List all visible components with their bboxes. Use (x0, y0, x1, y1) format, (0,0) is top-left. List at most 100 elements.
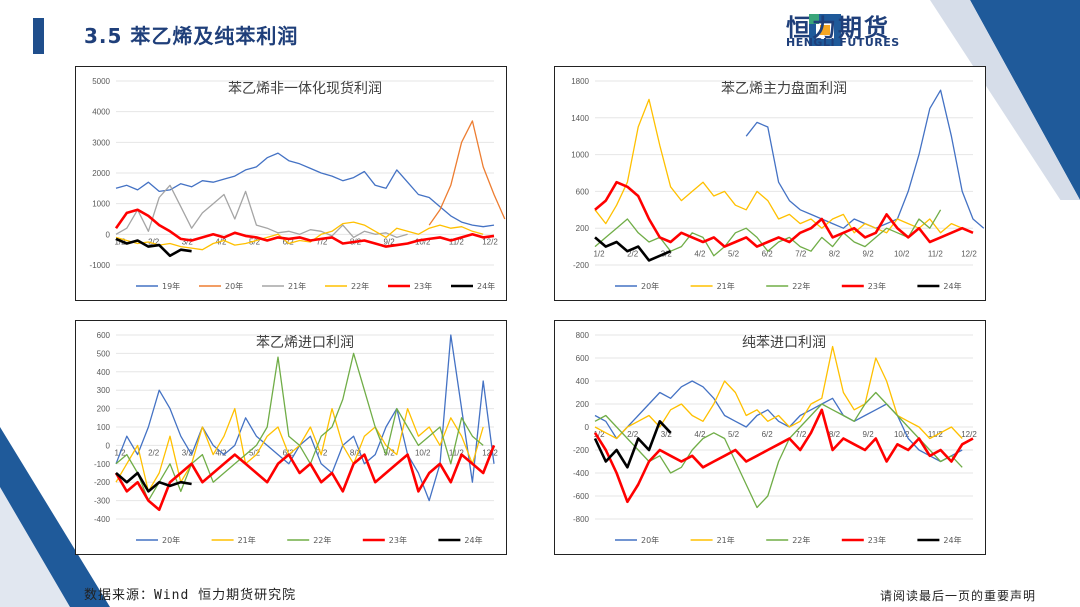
legend-label: 23年 (389, 535, 407, 545)
series-line-24年 (594, 236, 672, 262)
series-line-20年 (745, 89, 985, 229)
y-tick-label: -800 (573, 515, 590, 524)
x-tick-label: 10/2 (894, 430, 910, 439)
x-tick-label: 5/2 (249, 448, 261, 457)
logo-text-en: HENGLI FUTURES (786, 36, 900, 49)
legend-label: 24年 (464, 535, 482, 545)
series-line-22年 (594, 209, 942, 257)
y-tick-label: 4000 (92, 108, 110, 117)
y-tick-label: 3000 (92, 138, 110, 147)
chart-title: 苯乙烯进口利润 (256, 334, 354, 351)
x-tick-label: 10/2 (415, 237, 431, 246)
legend-label: 20年 (641, 281, 659, 291)
x-tick-label: 3/2 (182, 237, 194, 246)
x-tick-label: 3/2 (661, 430, 673, 439)
x-tick-label: 11/2 (449, 237, 465, 246)
x-tick-label: 1/2 (593, 430, 605, 439)
legend-label: 23年 (414, 281, 432, 291)
y-tick-label: 1800 (571, 77, 589, 86)
x-tick-label: 6/2 (762, 250, 774, 259)
series-line-24年 (115, 471, 192, 493)
x-tick-label: 10/2 (894, 250, 910, 259)
y-tick-label: 600 (576, 354, 590, 363)
y-tick-label: 0 (106, 441, 111, 450)
x-tick-label: 9/2 (863, 430, 875, 439)
y-tick-label: 1400 (571, 114, 589, 123)
x-tick-label: 11/2 (449, 448, 465, 457)
y-tick-label: 200 (576, 224, 590, 233)
y-tick-label: 1000 (571, 151, 589, 160)
legend-label: 21年 (717, 281, 735, 291)
x-tick-label: 8/2 (829, 430, 841, 439)
series-line-23年 (114, 444, 496, 512)
y-tick-label: 600 (576, 187, 590, 196)
x-tick-label: 4/2 (694, 250, 706, 259)
x-tick-label: 11/2 (928, 250, 944, 259)
chart-panel-4: 800 600 400 200 0 -200 -400 -600 -800 1/2 2/2 3/2 4/… (554, 320, 986, 555)
legend-label: 19年 (162, 281, 180, 291)
series-line-20年 (115, 334, 495, 502)
series-line-20年 (428, 120, 506, 226)
legend-label: 20年 (641, 535, 659, 545)
x-tick-label: 6/2 (283, 237, 295, 246)
legend-label: 20年 (225, 281, 243, 291)
y-tick-label: -400 (573, 469, 590, 478)
x-tick-label: 9/2 (384, 448, 396, 457)
series-line-23年 (594, 180, 974, 248)
series-line-20年 (594, 380, 963, 463)
y-tick-label: 0 (106, 230, 111, 239)
y-tick-label: 600 (97, 331, 111, 340)
x-tick-label: 7/2 (316, 237, 328, 246)
legend-label: 22年 (351, 281, 369, 291)
y-tick-label: -200 (573, 446, 590, 455)
chart-panel-3: 600 500 400 300 200 100 0 -100 -200 -300 -400 1/2 2/… (75, 320, 507, 555)
legend-label: 23年 (868, 535, 886, 545)
x-tick-label: 2/2 (148, 237, 160, 246)
legend-label: 24年 (477, 281, 495, 291)
legend-label: 20年 (162, 535, 180, 545)
y-tick-label: 200 (97, 405, 111, 414)
legend-label: 21年 (238, 535, 256, 545)
chart-title: 苯乙烯主力盘面利润 (721, 80, 847, 97)
chart-panel-2: 1800 1400 1000 600 200 -200 1/2 2/2 3/2 4/2 5/2 6/2… (554, 66, 986, 301)
legend-label: 23年 (868, 281, 886, 291)
hengli-logo-icon (809, 14, 841, 46)
x-tick-label: 2/2 (627, 430, 639, 439)
legend-label: 21年 (288, 281, 306, 291)
series-line-24年 (115, 237, 192, 258)
title-accent-bar (33, 18, 44, 54)
legend-label: 22年 (313, 535, 331, 545)
legend-label: 22年 (792, 535, 810, 545)
chart-panel-1: 5000 4000 3000 2000 1000 0 -1000 1/2 2/2 3/2 4/2 5/… (75, 66, 507, 301)
y-tick-label: 0 (585, 423, 590, 432)
legend-label: 21年 (717, 535, 735, 545)
series-line-22年 (594, 391, 963, 509)
y-tick-label: 300 (97, 386, 111, 395)
series-line-23年 (114, 208, 495, 248)
x-tick-label: 9/2 (384, 237, 396, 246)
series-line-19年 (115, 152, 495, 228)
series-line-23年 (593, 408, 974, 504)
x-tick-label: 5/2 (728, 430, 740, 439)
x-tick-label: 5/2 (249, 237, 261, 246)
x-tick-label: 8/2 (829, 250, 841, 259)
chart-title: 苯乙烯非一体化现货利润 (228, 80, 382, 97)
y-tick-label: 200 (576, 400, 590, 409)
y-tick-label: -200 (573, 261, 590, 270)
legend-label: 24年 (943, 535, 961, 545)
x-tick-label: 9/2 (863, 250, 875, 259)
x-tick-label: 5/2 (728, 250, 740, 259)
y-tick-label: 800 (576, 331, 590, 340)
chart-title: 纯苯进口利润 (742, 334, 826, 351)
series-line-22年 (115, 221, 484, 251)
legend-label: 22年 (792, 281, 810, 291)
series-line-24年 (593, 420, 672, 469)
x-tick-label: 4/2 (694, 430, 706, 439)
x-tick-label: 11/2 (928, 430, 944, 439)
x-tick-label: 12/2 (482, 237, 498, 246)
y-tick-label: 2000 (92, 169, 110, 178)
chart-benzene-import-profit: 800 600 400 200 0 -200 -400 -600 -800 1/2 2/2 3/2 4/… (573, 331, 977, 545)
x-tick-label: 7/2 (795, 250, 807, 259)
x-tick-label: 2/2 (627, 250, 639, 259)
